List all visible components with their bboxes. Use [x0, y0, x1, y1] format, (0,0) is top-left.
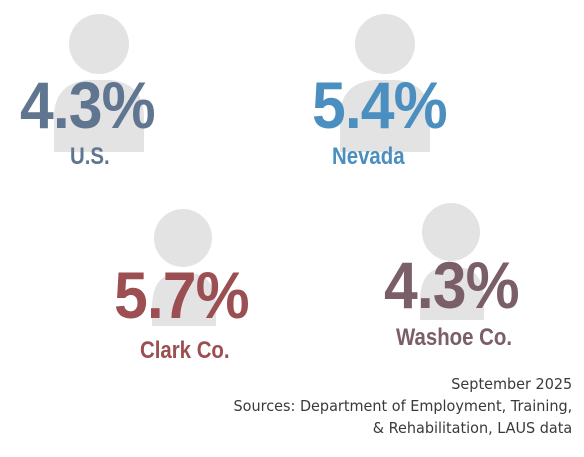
- stat-value: 4.3%: [384, 248, 520, 322]
- stat-us: 4.3% U.S.: [20, 12, 280, 212]
- person-icon: [420, 202, 580, 342]
- person-icon: [52, 12, 212, 152]
- footer-sources-line-1: Sources: Department of Employment, Train…: [233, 397, 572, 415]
- footer-sources: September 2025 Sources: Department of Em…: [233, 373, 572, 439]
- person-icon: [338, 12, 498, 152]
- stat-clark: 5.7% Clark Co.: [114, 208, 374, 408]
- stat-label: Nevada: [332, 143, 405, 170]
- stat-nevada: 5.4% Nevada: [312, 12, 572, 212]
- stat-value: 4.3%: [20, 68, 156, 142]
- person-icon: [152, 208, 312, 348]
- stat-washoe: 4.3% Washoe Co.: [384, 202, 584, 402]
- stat-label: Clark Co.: [140, 337, 230, 364]
- footer-sources-line-2: & Rehabilitation, LAUS data: [372, 419, 572, 437]
- stat-label: U.S.: [70, 143, 110, 170]
- stat-value: 5.4%: [312, 68, 448, 142]
- stat-value: 5.7%: [114, 258, 250, 332]
- stat-label: Washoe Co.: [396, 324, 512, 351]
- footer-date: September 2025: [451, 375, 572, 393]
